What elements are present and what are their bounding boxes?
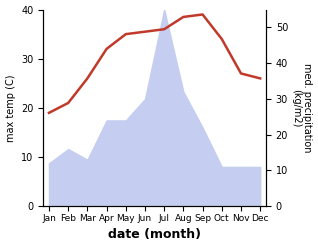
X-axis label: date (month): date (month) — [108, 228, 201, 242]
Y-axis label: max temp (C): max temp (C) — [5, 74, 16, 142]
Y-axis label: med. precipitation
(kg/m2): med. precipitation (kg/m2) — [291, 63, 313, 153]
